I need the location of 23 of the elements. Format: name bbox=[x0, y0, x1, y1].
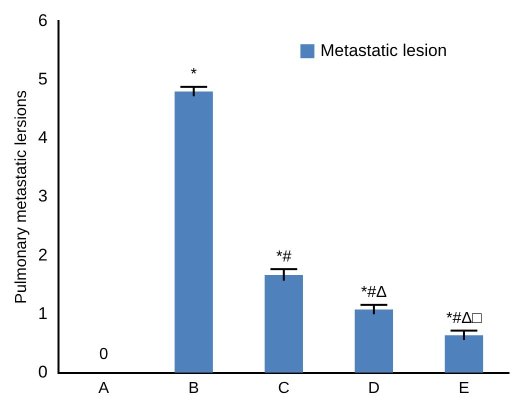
bar bbox=[264, 274, 303, 373]
y-tick-label: 2 bbox=[38, 245, 48, 264]
x-tick-label: C bbox=[278, 380, 290, 397]
bar bbox=[174, 92, 213, 373]
annotation: *#Δ□ bbox=[446, 310, 482, 328]
y-tick-label: 0 bbox=[38, 362, 48, 382]
y-axis-title: Pulmonary metastatic lersions bbox=[13, 90, 30, 304]
y-tick-label: 5 bbox=[38, 69, 48, 88]
annotation: *# bbox=[276, 248, 292, 266]
bar bbox=[444, 335, 484, 373]
y-tick-label: 4 bbox=[38, 128, 48, 148]
annotation: *#Δ bbox=[360, 284, 388, 302]
y-tick-label: 3 bbox=[38, 186, 48, 206]
legend-label: Metastatic lesion bbox=[320, 40, 448, 60]
y-tick-label: 6 bbox=[38, 10, 48, 30]
annotation: * bbox=[190, 66, 197, 84]
x-tick-label: B bbox=[188, 380, 200, 397]
y-tick-label: 1 bbox=[38, 304, 48, 323]
bar bbox=[354, 310, 394, 373]
data-label: 0 bbox=[99, 346, 108, 364]
x-tick-label: E bbox=[458, 380, 470, 397]
x-tick-label: A bbox=[98, 380, 110, 397]
x-tick-label: D bbox=[368, 380, 380, 397]
